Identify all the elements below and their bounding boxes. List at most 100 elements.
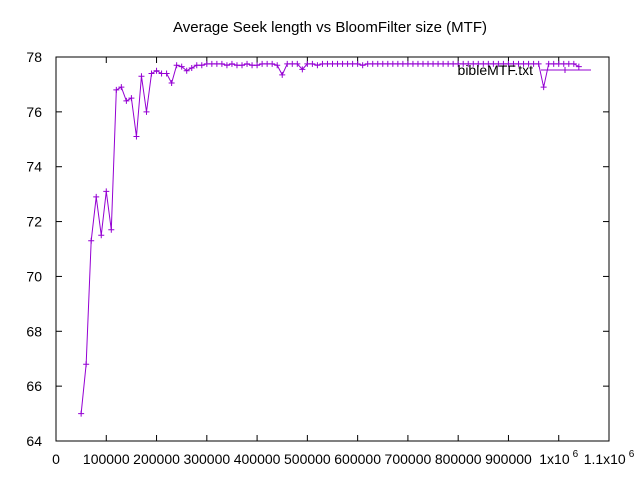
data-point bbox=[369, 60, 376, 67]
data-point bbox=[88, 237, 95, 244]
data-point bbox=[143, 108, 150, 115]
data-point bbox=[515, 60, 522, 67]
data-point bbox=[500, 60, 507, 67]
data-point bbox=[490, 60, 497, 67]
data-point bbox=[575, 63, 582, 70]
data-point bbox=[394, 60, 401, 67]
data-point bbox=[314, 62, 321, 69]
data-point bbox=[425, 60, 432, 67]
data-point bbox=[545, 60, 552, 67]
data-point bbox=[83, 361, 90, 368]
data-point bbox=[264, 60, 271, 67]
data-point bbox=[455, 60, 462, 67]
data-point bbox=[550, 60, 557, 67]
data-point bbox=[123, 97, 130, 104]
data-point bbox=[465, 60, 472, 67]
data-point bbox=[440, 60, 447, 67]
x-axis: 0 100000 200000 300000 400000 500000 600000 700… bbox=[52, 57, 635, 467]
data-point bbox=[228, 60, 235, 67]
data-point bbox=[379, 60, 386, 67]
data-point bbox=[299, 66, 306, 73]
data-point bbox=[339, 60, 346, 67]
data-point bbox=[193, 62, 200, 69]
x-tick-label: 700000 bbox=[385, 451, 432, 467]
data-point bbox=[118, 84, 125, 91]
data-point bbox=[359, 62, 366, 69]
data-point bbox=[344, 60, 351, 67]
data-point bbox=[173, 62, 180, 69]
data-point bbox=[430, 60, 437, 67]
legend: bibleMTF.txt bbox=[458, 62, 591, 78]
data-point bbox=[133, 133, 140, 140]
data-point bbox=[565, 60, 572, 67]
data-point bbox=[223, 62, 230, 69]
data-point bbox=[218, 60, 225, 67]
data-point bbox=[289, 60, 296, 67]
data-point bbox=[460, 60, 467, 67]
data-point bbox=[188, 64, 195, 71]
data-point bbox=[128, 95, 135, 102]
data-point bbox=[304, 60, 311, 67]
data-point bbox=[535, 60, 542, 67]
data-point bbox=[153, 67, 160, 74]
x-tick-label: 1x10 6 bbox=[539, 449, 578, 467]
data-point bbox=[249, 62, 256, 69]
data-point bbox=[485, 60, 492, 67]
data-point bbox=[233, 62, 240, 69]
y-tick-label: 70 bbox=[26, 268, 42, 284]
data-point bbox=[349, 60, 356, 67]
data-point bbox=[138, 73, 145, 80]
x-tick-label: 300000 bbox=[183, 451, 230, 467]
data-point bbox=[168, 80, 175, 87]
data-point bbox=[279, 71, 286, 78]
data-point bbox=[198, 62, 205, 69]
series-line bbox=[80, 63, 580, 414]
data-point bbox=[158, 70, 165, 77]
x-tick-label: 0 bbox=[52, 451, 60, 467]
data-point bbox=[570, 60, 577, 67]
data-point bbox=[445, 60, 452, 67]
data-point bbox=[319, 60, 326, 67]
y-tick-label: 78 bbox=[26, 49, 42, 65]
data-point bbox=[239, 62, 246, 69]
x-tick-label: 600000 bbox=[334, 451, 381, 467]
data-point bbox=[560, 60, 567, 67]
data-point bbox=[284, 60, 291, 67]
data-point bbox=[274, 62, 281, 69]
x-tick-label: 400000 bbox=[234, 451, 281, 467]
data-point bbox=[409, 60, 416, 67]
data-point bbox=[470, 60, 477, 67]
y-tick-label: 74 bbox=[26, 159, 42, 175]
data-point bbox=[108, 226, 115, 233]
x-tick-label: 900000 bbox=[485, 451, 532, 467]
data-point bbox=[399, 60, 406, 67]
data-point bbox=[404, 60, 411, 67]
data-point bbox=[475, 60, 482, 67]
data-point bbox=[495, 60, 502, 67]
data-point bbox=[259, 60, 266, 67]
data-point bbox=[520, 60, 527, 67]
data-point bbox=[435, 60, 442, 67]
data-point bbox=[324, 60, 331, 67]
data-point bbox=[309, 60, 316, 67]
data-point bbox=[384, 60, 391, 67]
data-point bbox=[254, 62, 261, 69]
data-point bbox=[540, 84, 547, 91]
data-point bbox=[178, 63, 185, 70]
data-point bbox=[183, 67, 190, 74]
data-point bbox=[163, 70, 170, 77]
data-point bbox=[510, 60, 517, 67]
chart-title: Average Seek length vs BloomFilter size … bbox=[173, 19, 487, 36]
data-point bbox=[203, 60, 210, 67]
y-tick-label: 64 bbox=[26, 433, 42, 449]
data-point bbox=[525, 60, 532, 67]
plot-border bbox=[55, 56, 610, 442]
data-point bbox=[374, 60, 381, 67]
data-point bbox=[505, 60, 512, 67]
x-tick-label: 100000 bbox=[83, 451, 130, 467]
data-point bbox=[480, 60, 487, 67]
data-point bbox=[208, 60, 215, 67]
data-point bbox=[419, 60, 426, 67]
y-tick-label: 66 bbox=[26, 378, 42, 394]
